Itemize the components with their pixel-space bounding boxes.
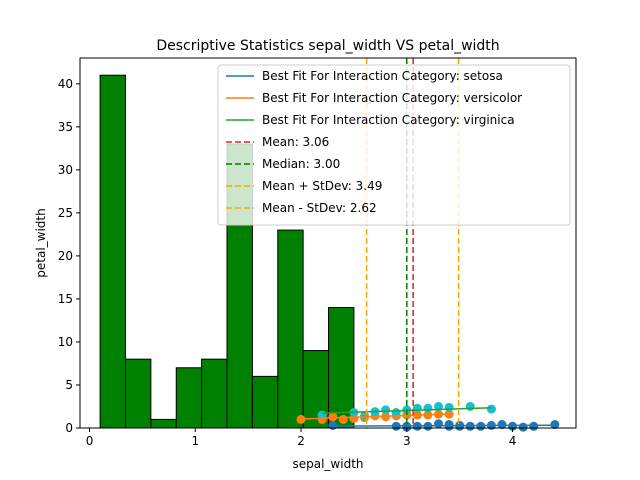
y-tick-label-7: 35 <box>58 120 73 134</box>
x-axis-label: sepal_width <box>292 457 363 471</box>
scatter-point-0-8 <box>444 420 454 430</box>
scatter-point-1-3 <box>338 414 348 424</box>
legend: Best Fit For Interaction Category: setos… <box>217 64 571 226</box>
y-tick-label-6: 30 <box>58 163 73 177</box>
histogram-bar-0 <box>99 74 126 429</box>
y-axis-label: petal_width <box>34 208 48 277</box>
scatter-point-2-4 <box>381 405 391 415</box>
legend-label-5: Mean + StDev: 3.49 <box>262 179 382 193</box>
scatter-point-0-14 <box>497 420 507 430</box>
scatter-point-1-2 <box>328 412 338 422</box>
histogram-bar-3 <box>175 367 203 429</box>
axes-frame <box>79 57 577 429</box>
x-tick-label-0: 0 <box>86 434 94 448</box>
legend-label-6: Mean - StDev: 2.62 <box>262 201 377 215</box>
y-tick-label-8: 40 <box>58 77 73 91</box>
histogram-bar-4 <box>201 358 228 429</box>
scatter-point-2-12 <box>486 404 496 414</box>
histogram-bar-7 <box>277 229 304 429</box>
x-tick-label-4: 4 <box>509 434 517 448</box>
scatter-point-2-11 <box>465 401 475 411</box>
y-tick-label-3: 15 <box>58 292 73 306</box>
scatter-point-2-7 <box>412 403 422 413</box>
y-tick-label-5: 25 <box>58 206 73 220</box>
scatter-point-0-6 <box>434 419 444 429</box>
histogram-bar-6 <box>251 375 279 429</box>
legend-label-4: Median: 3.00 <box>262 157 340 171</box>
y-tick-label-4: 20 <box>58 249 73 263</box>
x-tick-label-2: 2 <box>297 434 305 448</box>
x-tick-label-1: 1 <box>191 434 199 448</box>
y-tick-label-0: 0 <box>65 421 73 435</box>
scatter-point-0-16 <box>518 422 528 432</box>
histogram-bar-9 <box>328 307 355 429</box>
x-tick-label-3: 3 <box>403 434 411 448</box>
scatter-point-2-8 <box>423 403 433 413</box>
legend-label-0: Best Fit For Interaction Category: setos… <box>262 69 503 83</box>
y-tick-label-2: 10 <box>58 335 73 349</box>
chart-title: Descriptive Statistics sepal_width VS pe… <box>156 38 499 54</box>
scatter-point-1-0 <box>296 414 306 424</box>
histogram-bar-2 <box>150 418 177 429</box>
histogram-bar-1 <box>124 358 152 429</box>
scatter-point-0-18 <box>550 420 560 430</box>
scatter-point-2-10 <box>444 402 454 412</box>
legend-label-3: Mean: 3.06 <box>262 135 329 149</box>
best-fit-line-0 <box>332 424 555 427</box>
legend-label-1: Best Fit For Interaction Category: versi… <box>262 91 522 105</box>
legend-label-2: Best Fit For Interaction Category: virgi… <box>262 113 515 127</box>
scatter-point-0-17 <box>529 421 539 431</box>
best-fit-line-1 <box>301 413 450 420</box>
scatter-point-0-15 <box>508 421 518 431</box>
legend-box <box>217 64 571 226</box>
y-tick-label-1: 5 <box>65 378 73 392</box>
scatter-point-2-2 <box>359 411 369 421</box>
